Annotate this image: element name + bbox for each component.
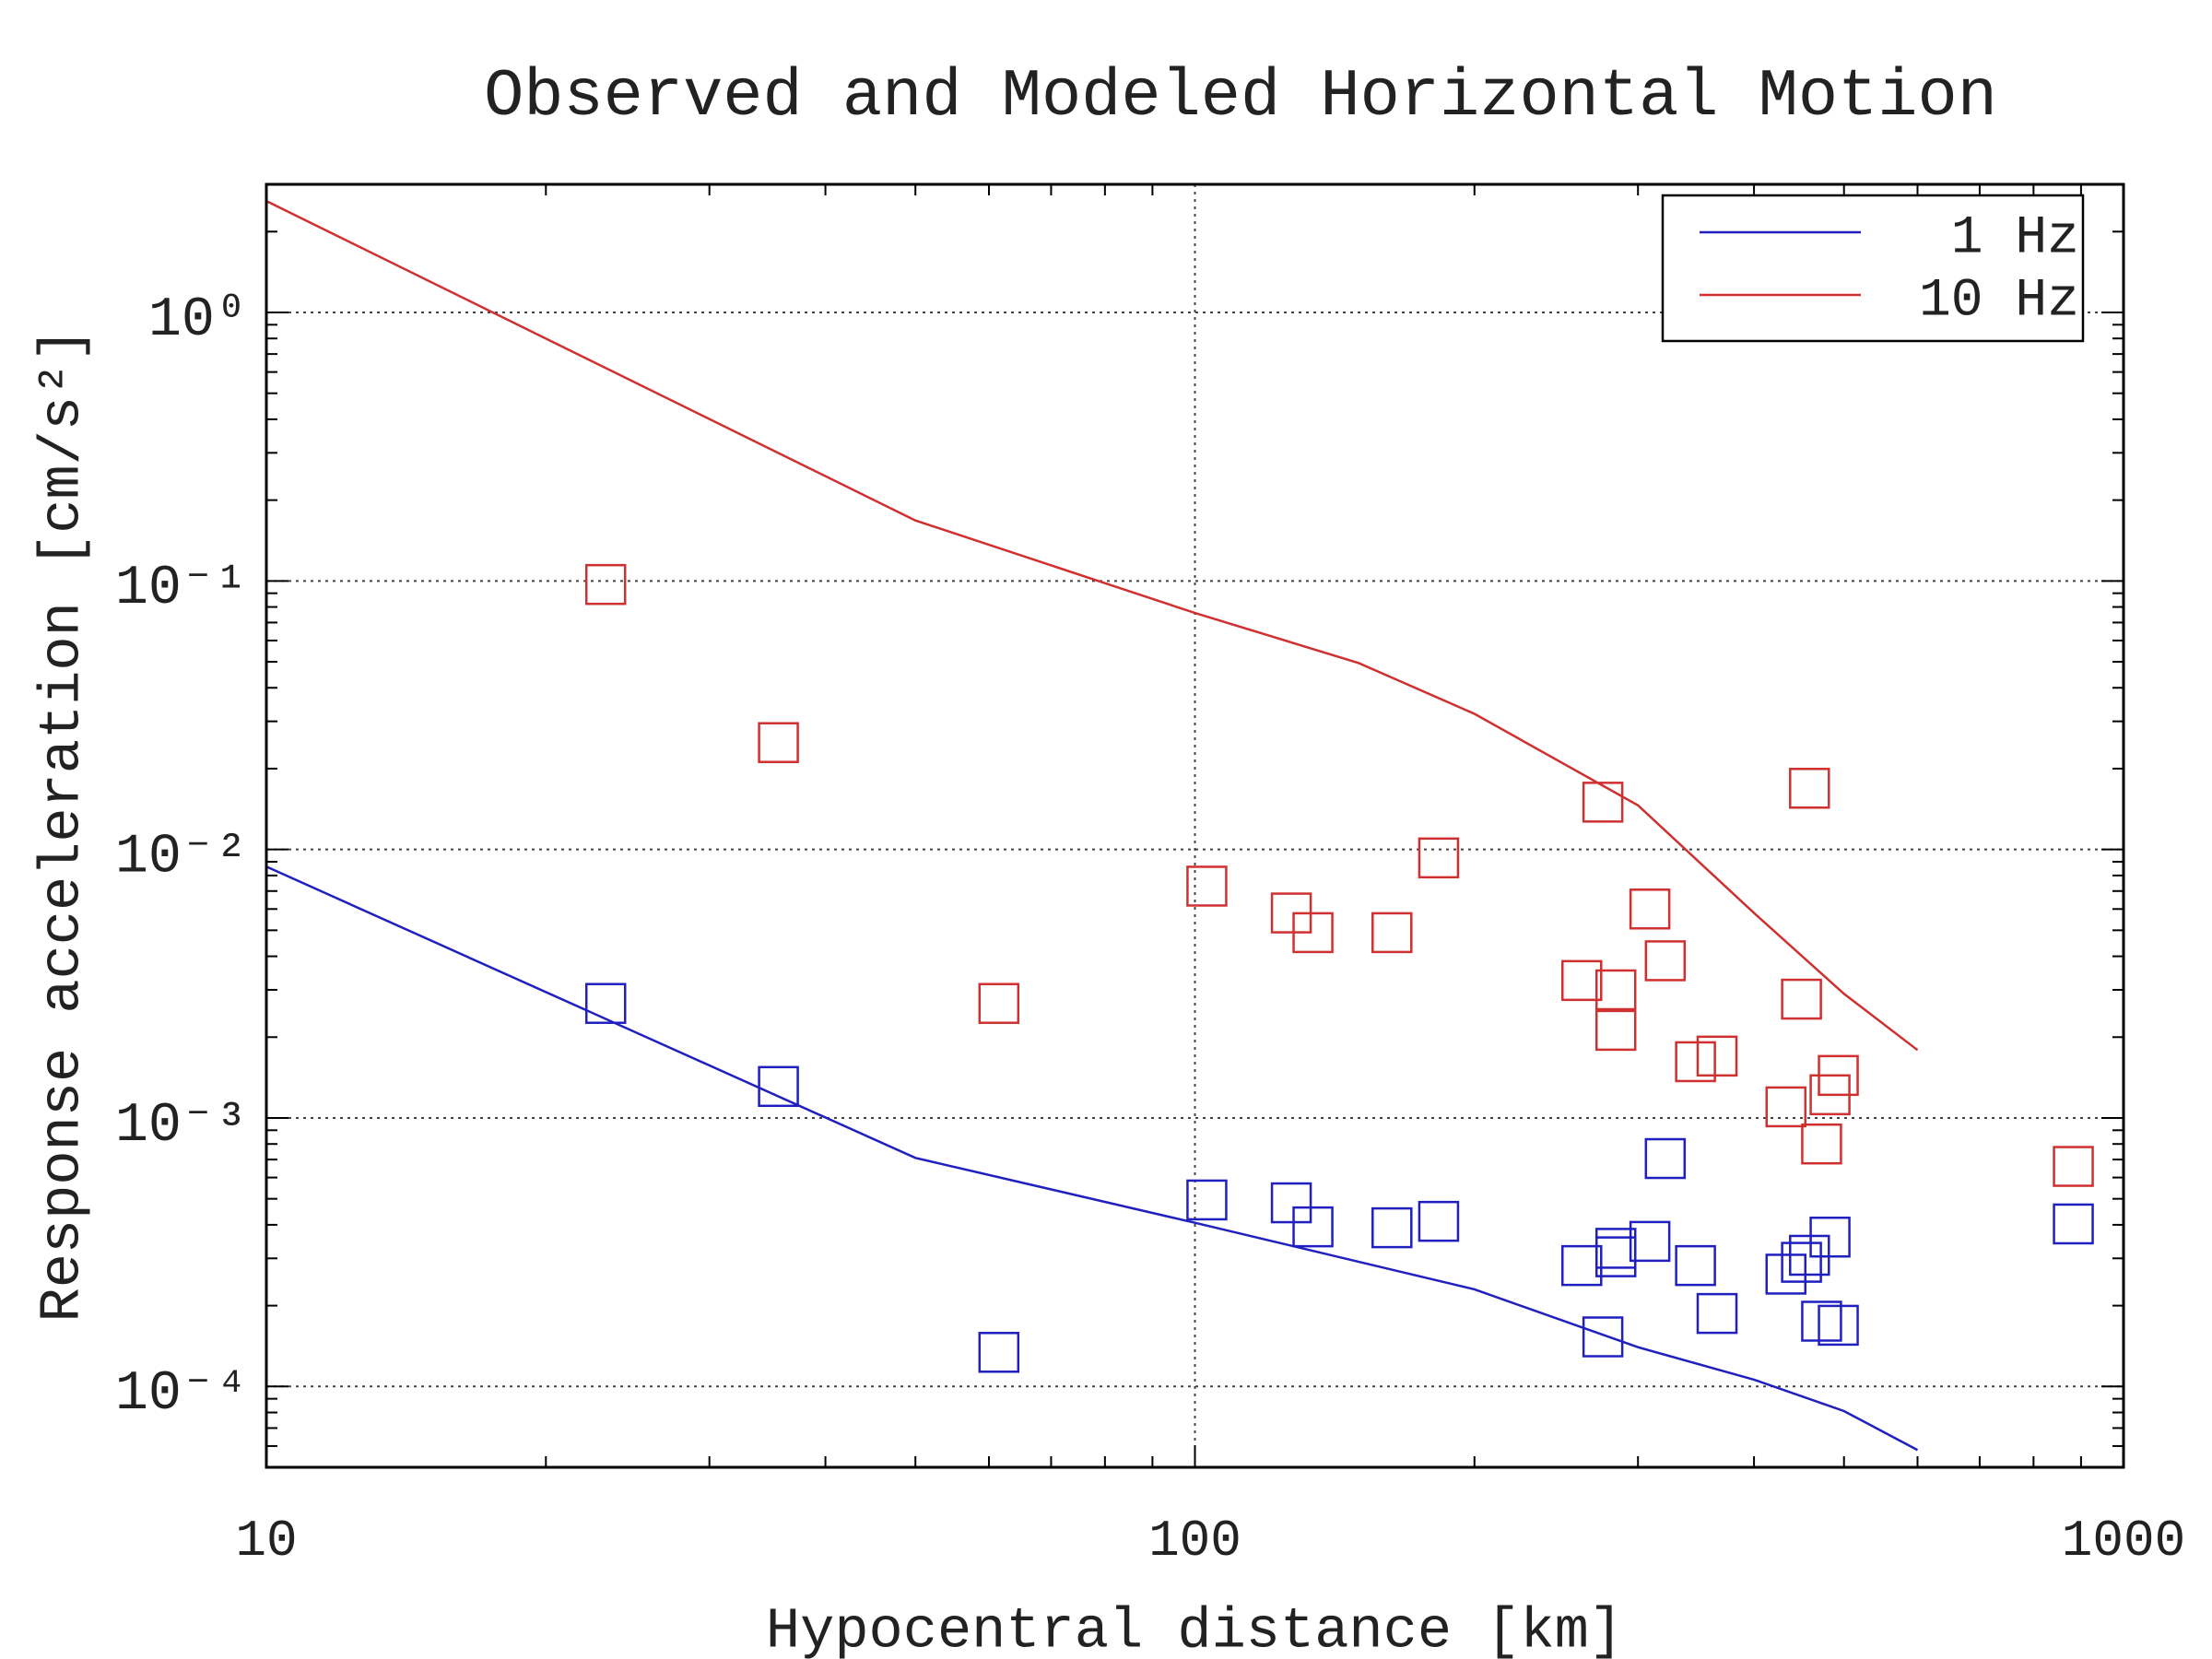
- x-axis-label: Hypocentral distance [km]: [766, 1598, 1623, 1659]
- observed-point: [1582, 1316, 1624, 1358]
- observed-point: [1765, 1086, 1807, 1128]
- x-tick-label: 1000: [2062, 1512, 2185, 1571]
- observed-point: [978, 982, 1020, 1024]
- observed-point: [1696, 1035, 1738, 1077]
- observed-point: [1582, 782, 1624, 823]
- y-tick-label: 10⁻¹: [115, 558, 248, 620]
- observed-point: [1594, 969, 1637, 1011]
- y-tick-label: 10⁻³: [115, 1095, 248, 1158]
- observed-point: [1675, 1244, 1716, 1287]
- y-axis-label: Response acceleration [cm/s²]: [29, 328, 95, 1323]
- observed-point: [1561, 959, 1603, 1002]
- observed-point: [1696, 1292, 1738, 1335]
- observed-point: [1644, 1137, 1687, 1180]
- observed-point: [1801, 1300, 1842, 1342]
- observed-point: [758, 1065, 799, 1108]
- model-line: [265, 865, 1919, 1452]
- observed-point: [1675, 1041, 1716, 1083]
- observed-point: [1789, 1234, 1830, 1277]
- legend-label: 10 Hz: [1919, 271, 2079, 331]
- observed-point: [1801, 1123, 1842, 1165]
- legend-label: 1 Hz: [1951, 208, 2079, 268]
- observed-point: [584, 982, 627, 1024]
- observed-point: [1594, 1009, 1637, 1052]
- observed-point: [1781, 978, 1822, 1020]
- observed-point: [758, 722, 799, 763]
- observed-point: [584, 563, 627, 606]
- observed-point: [1292, 912, 1334, 954]
- observed-point: [2053, 1203, 2094, 1245]
- observed-point: [1818, 1304, 1859, 1347]
- observed-point: [1809, 1216, 1851, 1258]
- model-line: [265, 199, 1919, 1052]
- observed-point: [1561, 1244, 1603, 1287]
- observed-point: [1644, 940, 1687, 982]
- y-tick-label: 10⁻²: [115, 826, 248, 888]
- observed-point: [1371, 1206, 1413, 1249]
- observed-point: [1818, 1054, 1859, 1097]
- observed-point: [1418, 1200, 1460, 1242]
- observed-point: [1629, 888, 1671, 930]
- x-tick-label: 100: [1148, 1512, 1241, 1571]
- observed-point: [1371, 912, 1413, 954]
- y-tick-label: 10⁰: [148, 289, 248, 352]
- plot-frame: [265, 182, 2125, 1469]
- observed-point: [1292, 1206, 1334, 1248]
- observed-point: [1270, 1182, 1312, 1224]
- observed-point: [1789, 768, 1830, 809]
- observed-point: [978, 1332, 1020, 1373]
- observed-point: [1629, 1220, 1671, 1263]
- x-tick-label: 10: [235, 1512, 297, 1571]
- chart-title: Observed and Modeled Horizontal Motion: [484, 59, 1997, 135]
- y-tick-label: 10⁻⁴: [115, 1363, 248, 1426]
- observed-point: [1418, 837, 1460, 879]
- observed-point: [1781, 1241, 1822, 1283]
- observed-point: [1186, 865, 1228, 907]
- observed-point: [1594, 1228, 1637, 1269]
- observed-point: [1186, 1179, 1228, 1221]
- observed-point: [2053, 1146, 2094, 1187]
- legend-box: [1661, 194, 2085, 343]
